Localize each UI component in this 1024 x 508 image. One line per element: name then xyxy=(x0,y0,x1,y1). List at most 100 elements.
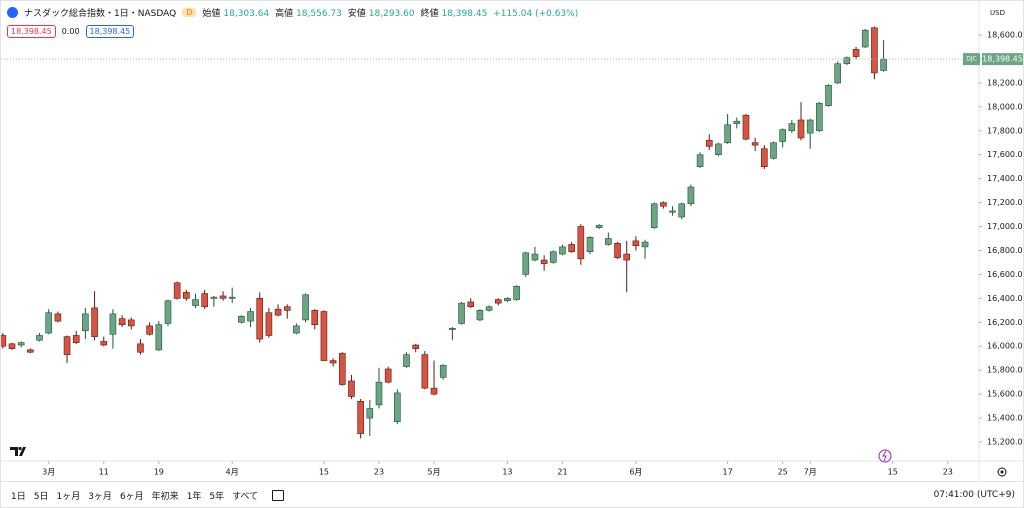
candle-body xyxy=(742,114,750,140)
candle-body xyxy=(201,293,208,308)
candle-body xyxy=(513,286,520,300)
change-value: +115.04 (+0.63%) xyxy=(493,9,579,19)
candle-body xyxy=(559,246,566,255)
range-button[interactable]: 年初来 xyxy=(151,491,179,502)
candle-body xyxy=(494,299,502,304)
candle-body xyxy=(687,186,695,205)
ask-box[interactable]: 18,398.45 xyxy=(85,25,135,38)
candle-body xyxy=(183,292,190,299)
range-button[interactable]: すべて xyxy=(232,491,259,502)
bid-box[interactable]: 18,398.45 xyxy=(7,25,56,38)
candle-body xyxy=(265,312,273,336)
open-label: 始値 xyxy=(202,9,221,19)
candle-body xyxy=(118,318,126,325)
x-tick-label: 4月 xyxy=(226,468,239,477)
range-button[interactable]: 3ヶ月 xyxy=(88,491,112,502)
range-button[interactable]: 1ヶ月 xyxy=(56,491,81,502)
x-tick-label: 3月 xyxy=(42,468,55,477)
candle-body xyxy=(761,148,768,167)
candle-body xyxy=(283,306,291,311)
x-tick-label: 11 xyxy=(99,468,109,477)
y-tick-label: 16,000.00 xyxy=(987,342,1023,351)
open-value: 18,303.64 xyxy=(223,9,270,19)
candle-body xyxy=(357,401,364,434)
candle-body xyxy=(146,325,153,335)
x-tick-label: 6月 xyxy=(629,468,642,477)
candle-body xyxy=(605,238,612,245)
y-tick-label: 16,800.00 xyxy=(987,246,1023,255)
candle-body xyxy=(100,341,108,346)
candle-body xyxy=(311,310,319,325)
candle-body xyxy=(568,244,575,252)
high-label: 高値 xyxy=(275,9,294,19)
tv-logo xyxy=(10,446,26,456)
x-tick-label: 15 xyxy=(888,468,898,477)
candle-body xyxy=(751,142,759,146)
low-label: 安値 xyxy=(347,9,366,19)
last-price-tag xyxy=(982,53,1023,66)
candle-body xyxy=(550,251,557,263)
candle-body xyxy=(228,296,236,299)
interval-badge: D xyxy=(182,8,197,17)
ohlc-legend: 始値 18,303.64 高値 18,556.73 安値 18,293.60 終値 18… xyxy=(202,6,581,19)
candle-body xyxy=(797,119,805,139)
candle-body xyxy=(614,242,621,258)
candle-body xyxy=(467,301,475,308)
y-tick-label: 18,200.00 xyxy=(987,78,1023,87)
candle-body xyxy=(669,210,676,213)
candle-body xyxy=(302,294,309,321)
range-button[interactable]: 5日 xyxy=(33,491,49,502)
range-button[interactable]: 6ヶ月 xyxy=(119,491,144,502)
x-tick-label: 25 xyxy=(778,468,788,477)
candle-body xyxy=(449,327,456,330)
y-tick-label: 17,600.00 xyxy=(987,150,1023,159)
candle-body xyxy=(678,203,686,218)
candle-body xyxy=(155,324,163,351)
currency-select[interactable]: USD xyxy=(990,9,1005,17)
candle-body xyxy=(72,335,80,343)
x-tick-label: 21 xyxy=(557,468,567,477)
candle-body xyxy=(595,225,603,229)
candle-body xyxy=(375,381,383,406)
low-value: 18,293.60 xyxy=(368,9,415,19)
candle-body xyxy=(696,154,704,167)
range-button[interactable]: 1日 xyxy=(11,491,26,502)
symbol-icon xyxy=(7,7,18,18)
candle-body xyxy=(403,354,410,367)
candle-body xyxy=(421,354,429,389)
candle-body xyxy=(430,387,438,395)
alert-icon[interactable] xyxy=(878,449,892,463)
candle-body xyxy=(871,27,878,74)
clock[interactable]: 07:41:00 (UTC+9) xyxy=(933,490,1015,500)
y-tick-label: 16,200.00 xyxy=(987,318,1023,327)
chart: 15,200.00 15,400.00 15,600.00 15,800.00 16,0… xyxy=(1,1,1023,481)
candle-body xyxy=(320,311,328,361)
date-range-icon[interactable] xyxy=(272,489,285,501)
x-tick-label: 19 xyxy=(154,468,164,477)
candle-body xyxy=(137,343,144,353)
candle-body xyxy=(109,313,117,335)
candle-body xyxy=(531,253,539,261)
candle-body xyxy=(733,120,741,124)
candle-body xyxy=(219,295,227,299)
settings-icon[interactable] xyxy=(997,467,1007,477)
candle-body xyxy=(522,252,530,275)
candle-body xyxy=(485,306,493,311)
candle-body xyxy=(54,313,62,322)
candle-body xyxy=(476,310,484,321)
close-label: 終値 xyxy=(420,9,439,19)
candle-body xyxy=(91,307,98,337)
y-tick-label: 15,600.00 xyxy=(987,390,1023,399)
range-button[interactable]: 5年 xyxy=(209,491,225,502)
candle-body xyxy=(329,360,337,364)
candle-body xyxy=(36,335,43,341)
x-tick-label: 15 xyxy=(319,468,329,477)
candle-body xyxy=(210,296,218,299)
x-tick-label: 13 xyxy=(502,468,512,477)
range-button[interactable]: 1年 xyxy=(186,491,202,502)
close-value: 18,398.45 xyxy=(441,9,488,19)
candle-body xyxy=(504,298,511,302)
candle-body xyxy=(1,335,7,347)
candle-body xyxy=(641,241,649,248)
